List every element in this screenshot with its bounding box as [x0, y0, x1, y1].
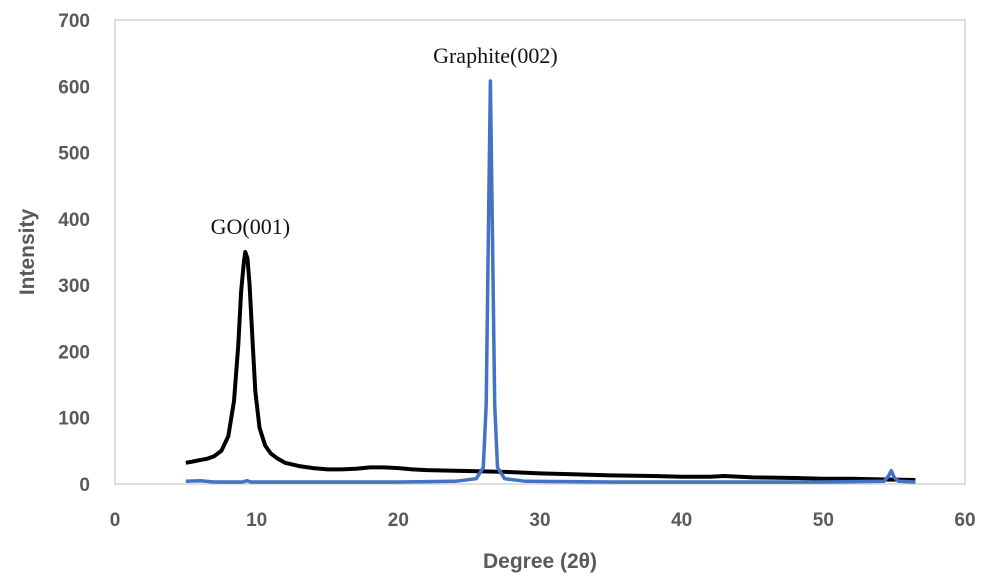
x-tick-label: 10 [246, 510, 267, 531]
annotation-graphite-002: Graphite(002) [433, 43, 558, 68]
y-tick-label: 0 [79, 475, 90, 496]
x-tick-label: 30 [529, 510, 550, 531]
x-tick-label: 60 [954, 510, 975, 531]
y-axis-title: Intensity [16, 209, 39, 296]
x-tick-label: 0 [110, 510, 121, 531]
x-axis-title: Degree (2θ) [483, 550, 597, 573]
plot-area-frame [114, 19, 966, 485]
x-tick-label: 20 [388, 510, 409, 531]
y-tick-label: 200 [58, 342, 90, 363]
x-tick-label: 40 [671, 510, 692, 531]
x-tick-label: 50 [813, 510, 834, 531]
y-tick-label: 600 [58, 77, 90, 98]
x-axis-tick-labels: 0 10 20 30 40 50 60 [110, 510, 976, 531]
annotation-go-001: GO(001) [211, 214, 290, 239]
series-graphite-line [185, 79, 916, 484]
y-tick-label: 400 [58, 210, 90, 231]
y-tick-label: 300 [58, 276, 90, 297]
y-axis-tick-labels: 0 100 200 300 400 500 600 700 [58, 11, 90, 496]
series-layer [185, 79, 916, 484]
y-tick-label: 100 [58, 409, 90, 430]
series-go-line [185, 250, 916, 482]
y-tick-label: 500 [58, 144, 90, 165]
y-tick-label: 700 [58, 11, 90, 32]
